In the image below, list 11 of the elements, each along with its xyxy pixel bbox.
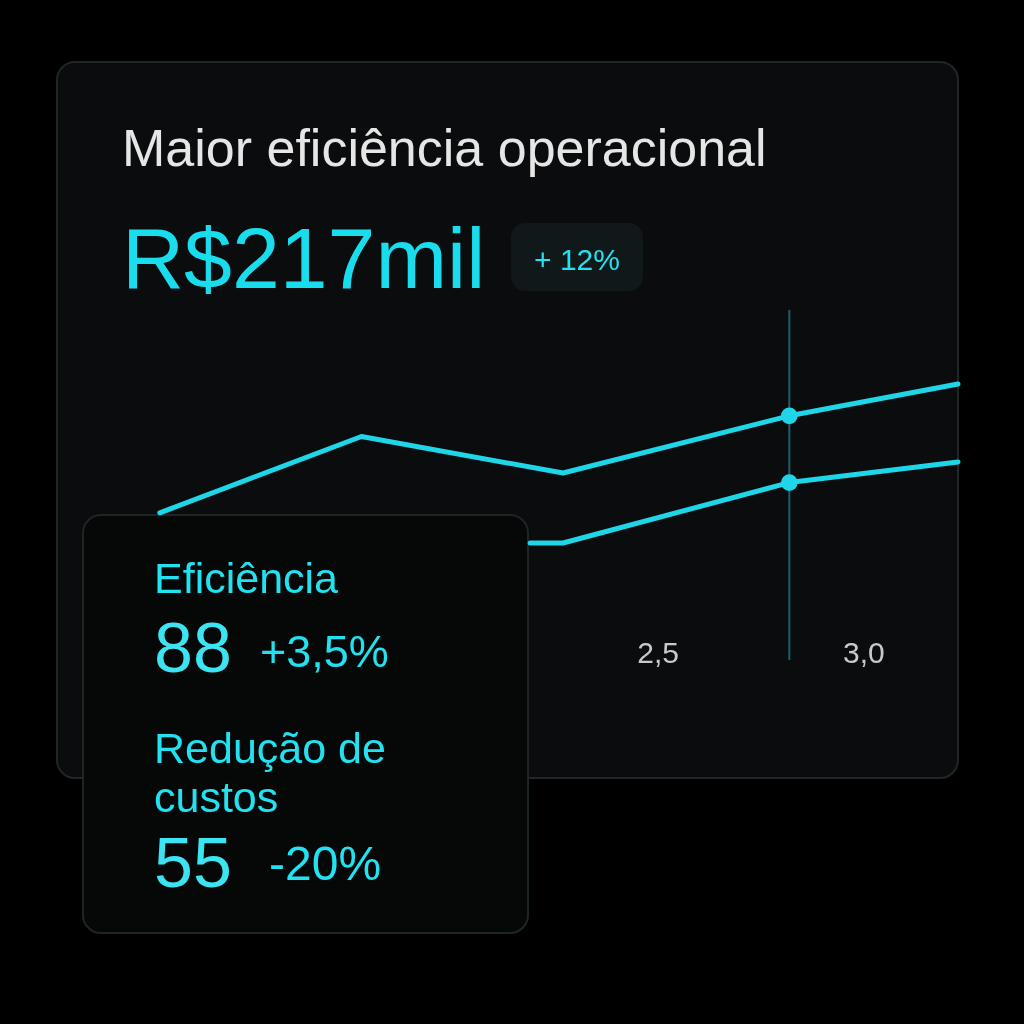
chart-title: Maior eficiência operacional [122, 119, 767, 177]
chart-subtitle: R$217mil [122, 210, 486, 306]
text: Eficiência [154, 554, 339, 602]
text: -20% [269, 837, 382, 890]
text: 55 [154, 824, 232, 902]
text: +3,5% [260, 626, 389, 677]
text: Redução de custos [154, 724, 386, 821]
x-tick-label: 3,0 [843, 635, 885, 669]
text: + 12% [534, 243, 620, 276]
text: 88 [154, 609, 232, 687]
x-tick-label: 2,5 [637, 635, 680, 669]
